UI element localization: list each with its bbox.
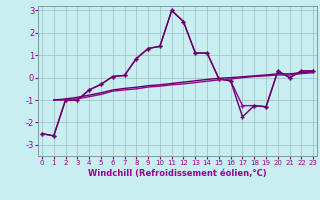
X-axis label: Windchill (Refroidissement éolien,°C): Windchill (Refroidissement éolien,°C) (88, 169, 267, 178)
